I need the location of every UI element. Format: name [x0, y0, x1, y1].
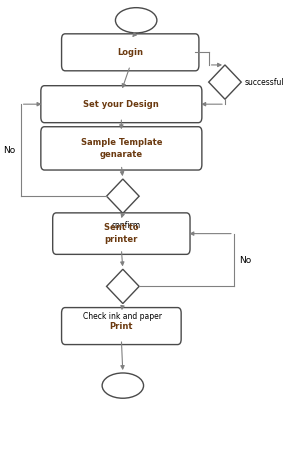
Text: Sent to
printer: Sent to printer: [104, 223, 139, 244]
FancyBboxPatch shape: [62, 34, 199, 71]
FancyBboxPatch shape: [41, 86, 202, 123]
Text: Print: Print: [110, 322, 133, 331]
Polygon shape: [209, 65, 241, 99]
Ellipse shape: [115, 8, 157, 33]
Text: No: No: [3, 146, 15, 155]
Polygon shape: [107, 179, 139, 213]
Polygon shape: [107, 269, 139, 304]
FancyBboxPatch shape: [62, 308, 181, 345]
FancyBboxPatch shape: [53, 213, 190, 254]
Ellipse shape: [102, 373, 144, 398]
Text: successful: successful: [244, 78, 284, 87]
Text: Check ink and paper: Check ink and paper: [83, 312, 162, 321]
Text: No: No: [239, 256, 252, 264]
FancyBboxPatch shape: [41, 127, 202, 170]
Text: Sample Template
genarate: Sample Template genarate: [81, 138, 162, 159]
Text: Login: Login: [117, 48, 143, 57]
Text: Set your Design: Set your Design: [83, 100, 159, 109]
Text: confirm: confirm: [111, 221, 140, 230]
